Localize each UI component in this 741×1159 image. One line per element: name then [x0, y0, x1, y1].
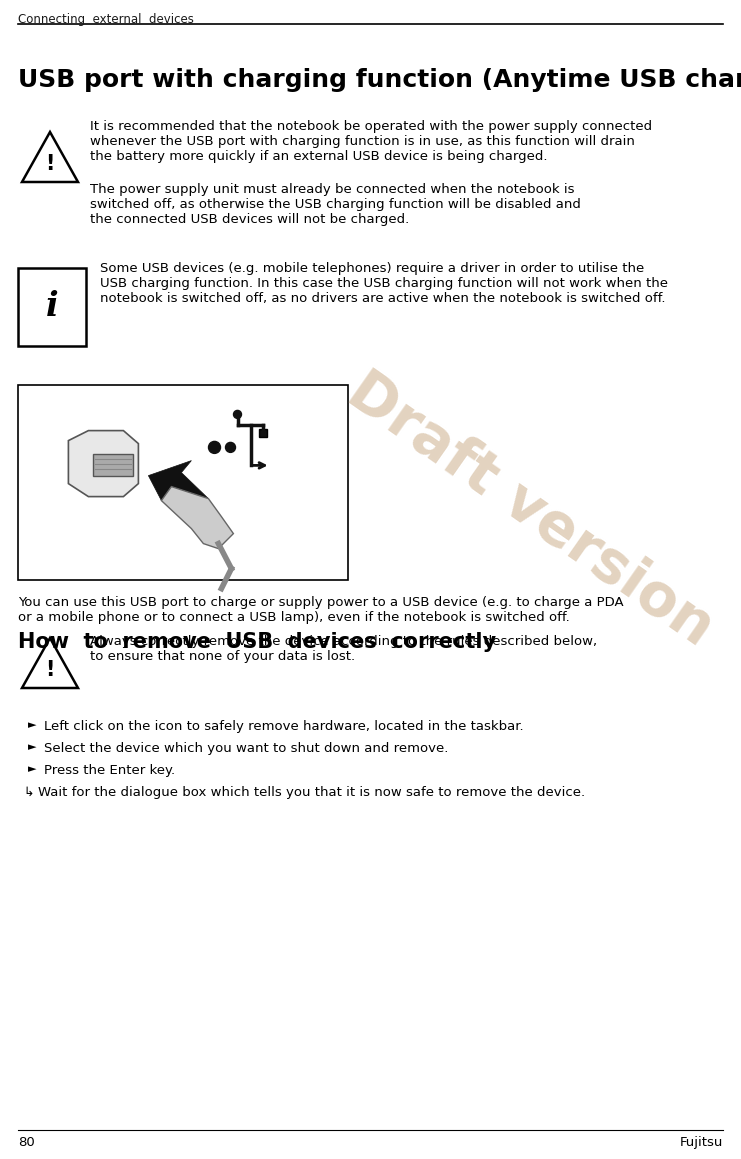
Text: Connecting  external  devices: Connecting external devices: [18, 13, 194, 25]
Polygon shape: [148, 460, 208, 501]
Text: ↳: ↳: [23, 786, 33, 799]
Circle shape: [225, 443, 236, 452]
Text: ►: ►: [28, 742, 36, 752]
FancyBboxPatch shape: [18, 385, 348, 580]
Text: Select the device which you want to shut down and remove.: Select the device which you want to shut…: [44, 742, 448, 755]
Text: Draft version: Draft version: [336, 363, 724, 657]
FancyBboxPatch shape: [259, 429, 267, 437]
Text: !: !: [45, 154, 55, 175]
Circle shape: [233, 410, 242, 418]
Polygon shape: [68, 431, 139, 496]
Text: i: i: [46, 291, 59, 323]
Text: ►: ►: [28, 764, 36, 774]
Circle shape: [208, 442, 221, 453]
Text: How  to  remove  USB  devices  correctly: How to remove USB devices correctly: [18, 632, 496, 653]
Text: Always correctly remove the device according to the rules described below,
to en: Always correctly remove the device accor…: [90, 635, 597, 663]
Text: USB port with charging function (Anytime USB charge): USB port with charging function (Anytime…: [18, 68, 741, 92]
Text: Fujitsu: Fujitsu: [679, 1136, 723, 1149]
Text: Left click on the icon to safely remove hardware, located in the taskbar.: Left click on the icon to safely remove …: [44, 720, 524, 732]
Text: It is recommended that the notebook be operated with the power supply connected
: It is recommended that the notebook be o…: [90, 121, 652, 163]
Text: The power supply unit must already be connected when the notebook is
switched of: The power supply unit must already be co…: [90, 183, 581, 226]
Text: !: !: [45, 661, 55, 680]
Text: 80: 80: [18, 1136, 35, 1149]
Text: Press the Enter key.: Press the Enter key.: [44, 764, 175, 777]
Text: Wait for the dialogue box which tells you that it is now safe to remove the devi: Wait for the dialogue box which tells yo…: [38, 786, 585, 799]
Text: Some USB devices (e.g. mobile telephones) require a driver in order to utilise t: Some USB devices (e.g. mobile telephones…: [100, 262, 668, 305]
FancyBboxPatch shape: [93, 453, 133, 475]
Text: You can use this USB port to charge or supply power to a USB device (e.g. to cha: You can use this USB port to charge or s…: [18, 596, 624, 624]
Polygon shape: [162, 487, 233, 548]
Text: ►: ►: [28, 720, 36, 730]
